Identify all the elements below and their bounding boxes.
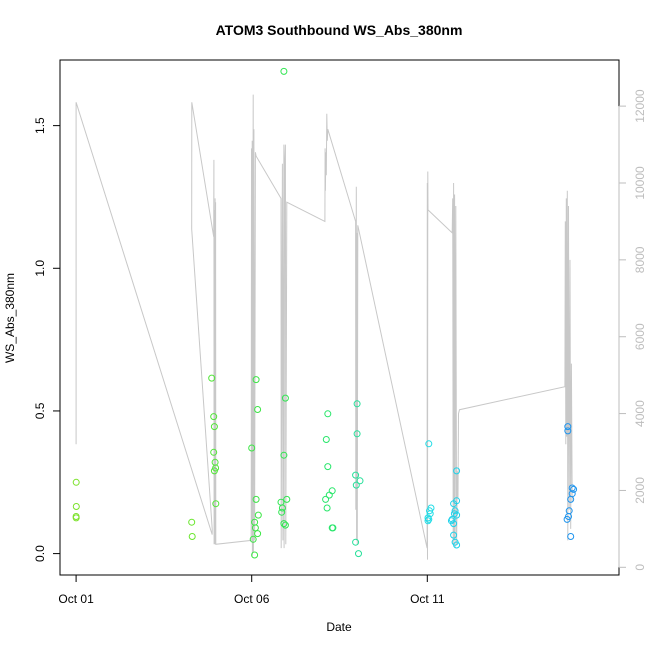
data-point xyxy=(254,406,262,413)
y2-tick-label: 10000 xyxy=(633,166,647,200)
data-point xyxy=(567,495,575,503)
data-point xyxy=(281,394,289,402)
data-point xyxy=(72,503,80,510)
data-point xyxy=(352,481,360,489)
data-point xyxy=(324,410,332,418)
y-tick-label: 1.0 xyxy=(33,260,47,277)
data-point xyxy=(453,467,461,475)
data-point xyxy=(212,500,220,508)
data-point xyxy=(254,511,262,519)
data-point xyxy=(188,533,196,540)
y2-tick-label: 4000 xyxy=(633,400,647,427)
data-point xyxy=(352,471,360,479)
data-point xyxy=(453,511,461,519)
right-axis-line-layer xyxy=(75,94,573,560)
data-point xyxy=(567,533,575,540)
data-point xyxy=(210,413,218,421)
data-point xyxy=(324,463,332,471)
x-tick-label: Oct 01 xyxy=(58,592,94,606)
data-point xyxy=(563,515,571,523)
data-point xyxy=(72,514,80,522)
data-point xyxy=(278,504,286,512)
data-point xyxy=(248,444,256,452)
data-point xyxy=(356,477,364,485)
data-point xyxy=(564,423,572,431)
data-point xyxy=(280,451,288,459)
data-point xyxy=(188,518,196,526)
data-point xyxy=(252,495,260,503)
data-point xyxy=(278,508,286,516)
data-point xyxy=(322,436,330,443)
y2-tick-label: 0 xyxy=(633,564,647,571)
y2-tick-label: 6000 xyxy=(633,323,647,350)
data-point xyxy=(325,491,333,499)
data-point xyxy=(353,430,361,438)
data-point xyxy=(283,495,291,503)
y2-tick-label: 8000 xyxy=(633,246,647,273)
data-point xyxy=(450,500,458,508)
data-point xyxy=(252,376,260,384)
points-layer xyxy=(72,67,578,559)
data-point xyxy=(424,517,432,525)
x-tick-label: Oct 06 xyxy=(234,592,270,606)
data-point xyxy=(280,520,288,528)
data-point xyxy=(208,374,216,382)
data-point xyxy=(254,530,262,538)
data-point xyxy=(450,531,458,539)
data-point xyxy=(323,504,331,512)
chart-title: ATOM3 Southbound WS_Abs_380nm xyxy=(216,22,463,38)
data-point xyxy=(448,515,456,523)
data-point xyxy=(451,507,459,515)
data-point xyxy=(210,448,218,456)
data-point xyxy=(251,551,259,559)
x-tick-label: Oct 11 xyxy=(410,592,445,606)
data-point xyxy=(426,507,433,515)
y-tick-label: 0.0 xyxy=(33,545,47,562)
right-axis-series-line xyxy=(75,94,573,560)
y-tick-label: 0.5 xyxy=(33,402,47,419)
y2-tick-label: 12000 xyxy=(633,89,647,123)
data-point xyxy=(453,541,461,549)
data-point xyxy=(249,535,257,543)
y-axis-right: 0 2000 4000 6000 8000 10000 12000 xyxy=(618,89,647,571)
x-axis-label: Date xyxy=(326,620,352,634)
data-point xyxy=(280,67,288,75)
data-point xyxy=(72,478,80,486)
data-point xyxy=(281,521,289,529)
data-point xyxy=(425,440,433,448)
data-point xyxy=(328,487,336,495)
data-point xyxy=(564,427,572,435)
y2-tick-label: 2000 xyxy=(633,477,647,504)
y-axis-left: 0.0 0.5 1.0 1.5 xyxy=(33,117,61,562)
y-tick-label: 1.5 xyxy=(33,117,47,134)
data-point xyxy=(570,485,578,493)
data-point xyxy=(353,400,361,408)
x-axis: Oct 01 Oct 06 Oct 11 xyxy=(58,574,445,606)
data-point xyxy=(210,467,218,475)
data-point xyxy=(355,550,362,558)
data-point xyxy=(425,515,433,523)
data-point xyxy=(352,538,360,546)
data-point xyxy=(329,524,337,532)
data-point xyxy=(450,520,458,528)
data-point xyxy=(210,423,218,431)
data-point xyxy=(322,495,330,503)
y-axis-label: WS_Abs_380nm xyxy=(3,273,17,363)
